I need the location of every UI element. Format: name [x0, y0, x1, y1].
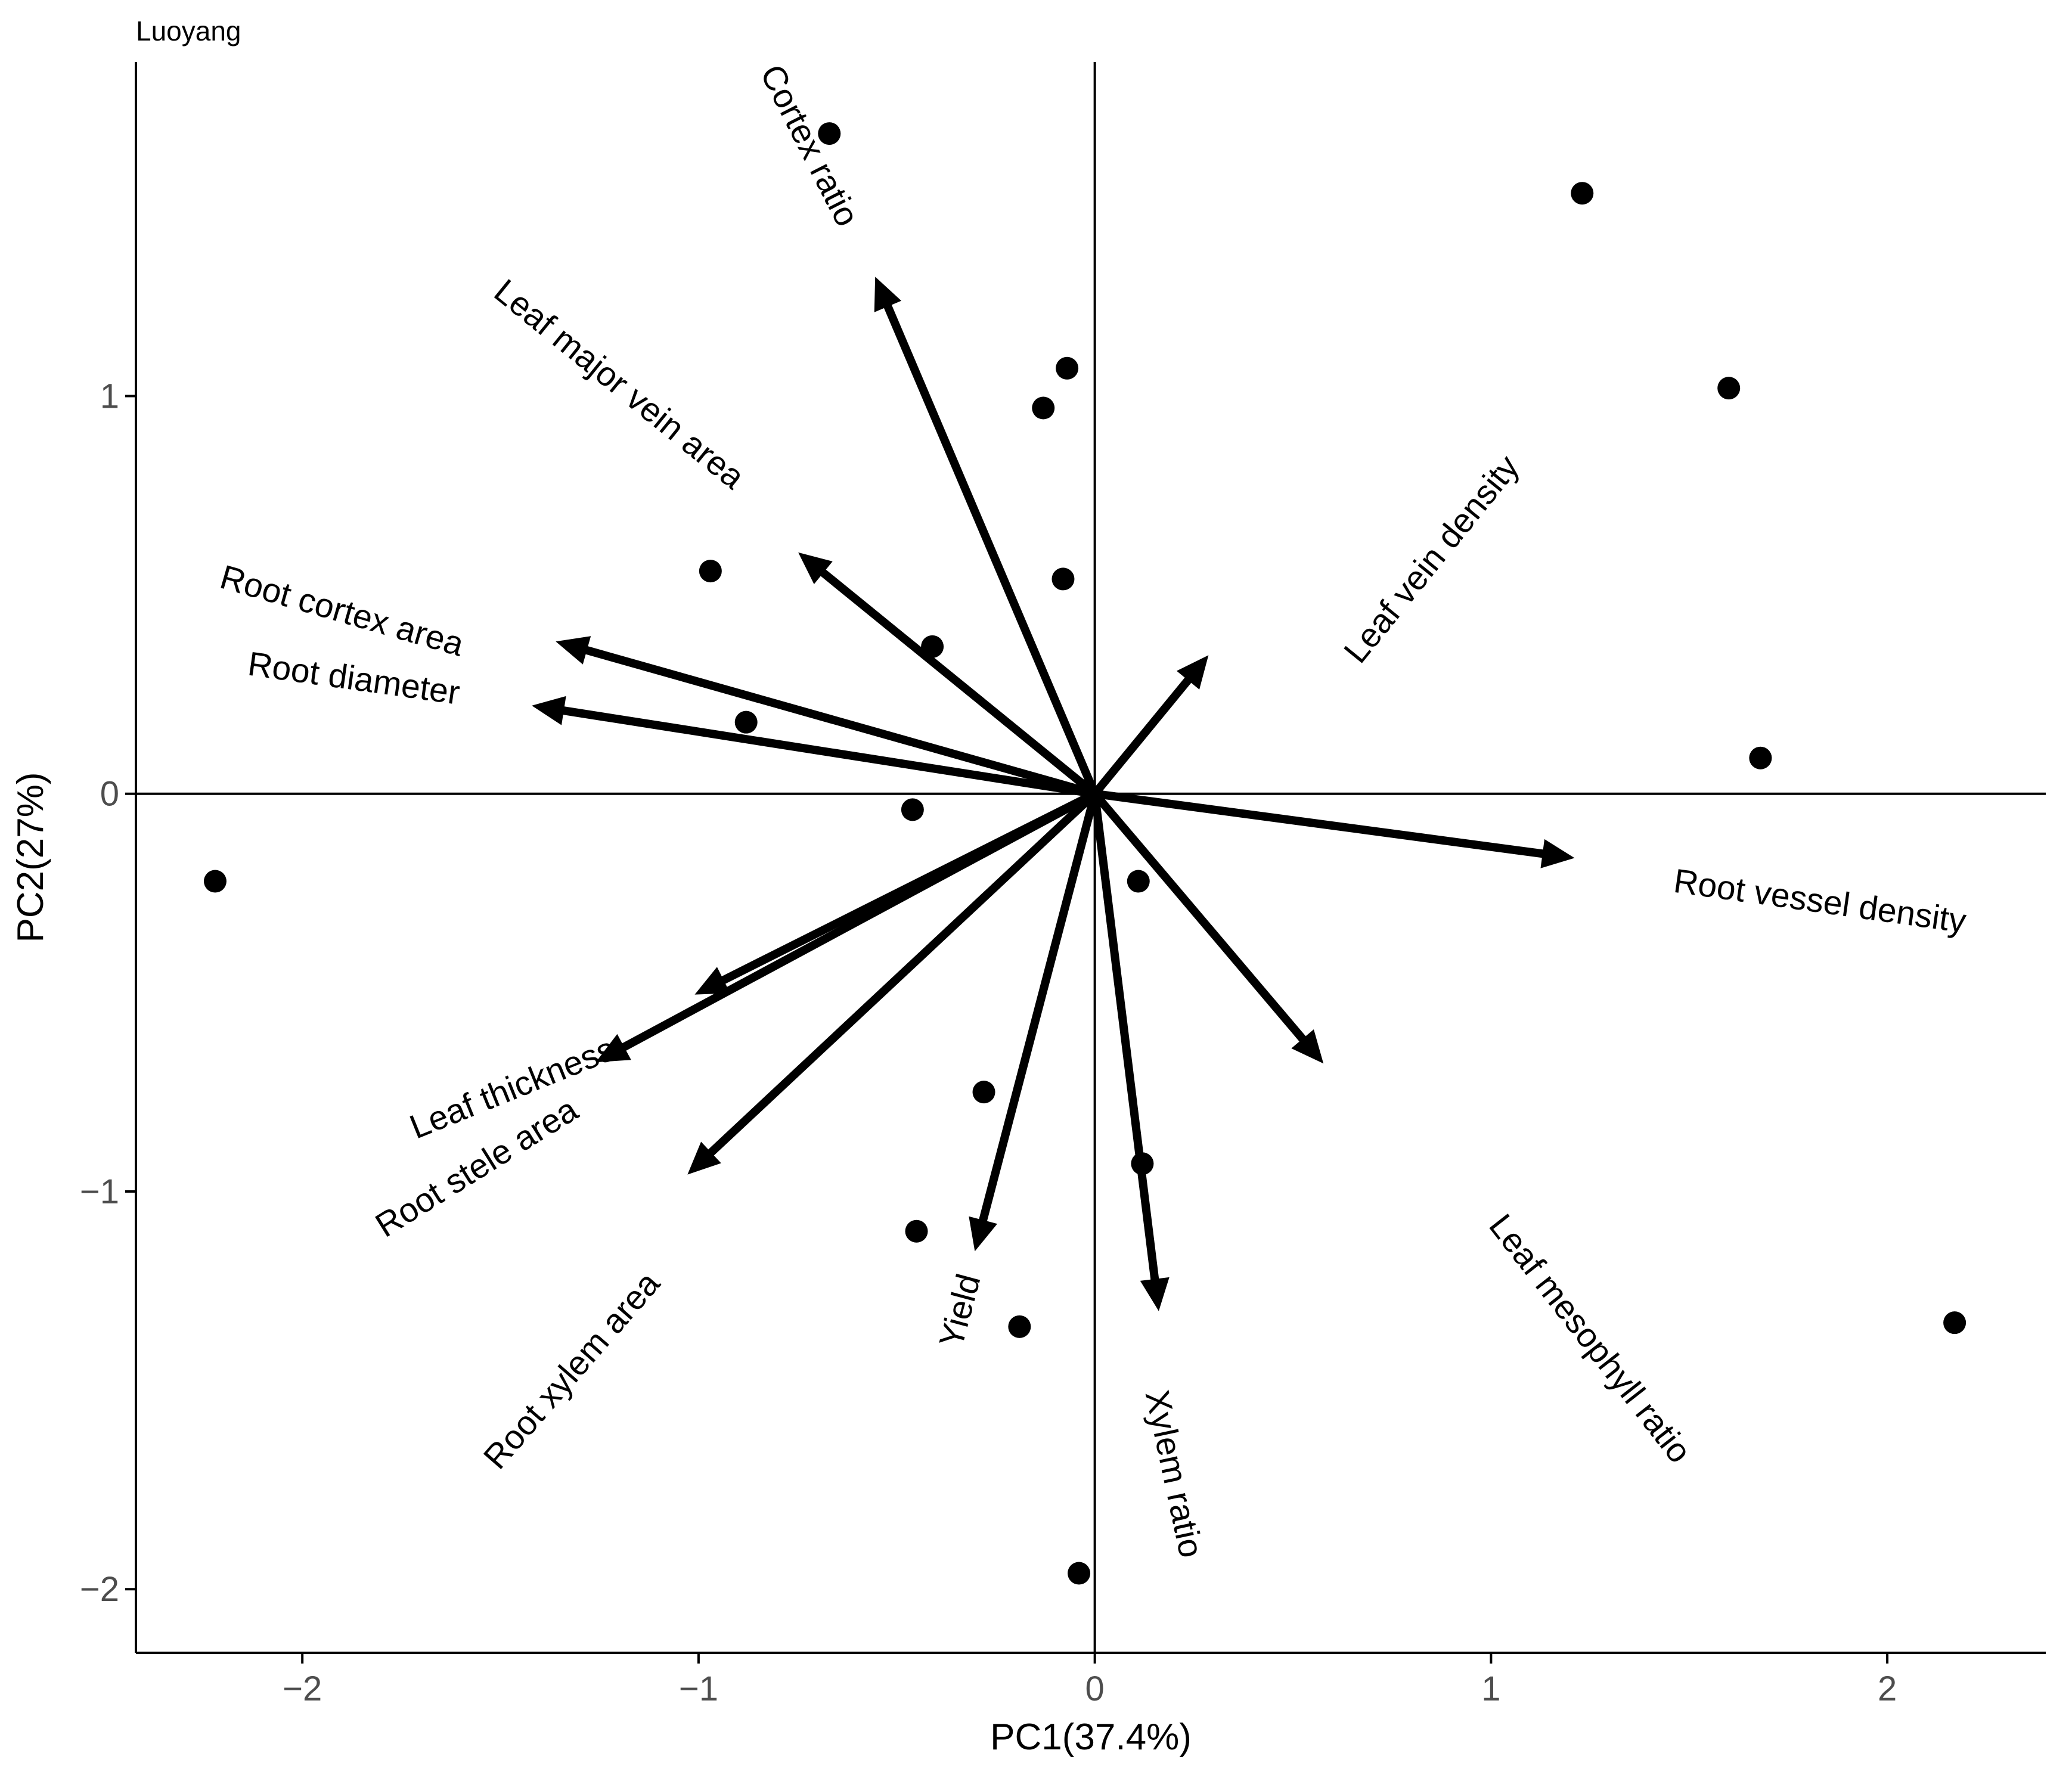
- score-point: [972, 1081, 995, 1104]
- score-point: [901, 798, 924, 821]
- vector-arrowhead: [798, 552, 833, 585]
- corner-label: Luoyang: [136, 15, 241, 46]
- vector-arrowhead: [874, 277, 902, 312]
- score-point: [1717, 377, 1741, 400]
- vector-arrowhead: [687, 1141, 721, 1175]
- axes: −2 −1 0 1 2 −2 −1 0 1: [80, 62, 2046, 1708]
- vector-label: Root vessel density: [1671, 862, 1969, 941]
- x-tick-label: 2: [1878, 1670, 1897, 1708]
- x-tick-label: −1: [679, 1670, 718, 1708]
- vector-arrowhead: [1140, 1277, 1170, 1311]
- y-tick-label: 0: [100, 775, 119, 814]
- score-point: [1127, 870, 1150, 893]
- vector-arrowhead: [1176, 655, 1209, 690]
- score-point: [1008, 1315, 1031, 1338]
- vector-label: Root xylem area: [476, 1264, 668, 1476]
- y-tick-label: −1: [80, 1172, 119, 1211]
- score-point: [1749, 746, 1772, 769]
- loading-vector: [580, 644, 1096, 798]
- score-point: [905, 1219, 928, 1243]
- y-tick-label: 1: [100, 377, 119, 415]
- loading-vector: [882, 300, 1099, 796]
- loading-vector: [557, 705, 1096, 798]
- vector-arrowhead: [1291, 1029, 1324, 1064]
- vector-arrowhead: [556, 636, 591, 665]
- vector-arrowhead: [969, 1216, 997, 1252]
- vector-label: Leaf mesophyll ratio: [1481, 1207, 1698, 1470]
- x-axis-title: PC1(37.4%): [990, 1717, 1192, 1758]
- x-tick-label: 0: [1085, 1670, 1105, 1708]
- vector-label: Xylem ratio: [1138, 1387, 1211, 1561]
- vector-label: Leaf vein density: [1336, 448, 1527, 670]
- loading-vector: [1091, 673, 1195, 797]
- score-point: [1032, 396, 1055, 420]
- vector-arrowhead: [595, 1034, 631, 1063]
- score-point: [734, 710, 758, 734]
- loading-vector: [1091, 791, 1310, 1046]
- x-tick-label: −2: [283, 1670, 322, 1708]
- loading-vector: [978, 792, 1099, 1227]
- vector-label: Leaf major vein area: [487, 272, 752, 496]
- loading-vector: [1094, 789, 1549, 859]
- score-point: [1068, 1562, 1091, 1585]
- score-point: [818, 122, 841, 145]
- score-point: [1943, 1311, 1966, 1335]
- score-point: [1056, 356, 1079, 380]
- loading-vector: [617, 790, 1097, 1053]
- vector-arrowhead: [1540, 839, 1575, 868]
- score-points: [203, 122, 1966, 1585]
- vector-label: Cortex ratio: [753, 58, 867, 232]
- y-axis-title: PC2(27%): [10, 772, 51, 943]
- score-point: [1571, 182, 1594, 205]
- x-tick-label: 1: [1481, 1670, 1500, 1708]
- score-point: [921, 635, 944, 658]
- score-point: [1131, 1152, 1154, 1175]
- score-point: [699, 560, 722, 583]
- loading-vector: [816, 566, 1098, 797]
- y-tick-label: −2: [80, 1570, 119, 1609]
- vector-arrowhead: [694, 967, 730, 995]
- reference-lines: [136, 62, 2046, 1653]
- score-point: [203, 870, 227, 893]
- loading-vector: [1090, 793, 1160, 1285]
- vector-label: Yield: [932, 1270, 988, 1352]
- vector-arrowhead: [532, 696, 566, 725]
- loading-vectors: [532, 277, 1575, 1311]
- loading-vector: [704, 790, 1098, 1159]
- score-point: [1051, 567, 1075, 591]
